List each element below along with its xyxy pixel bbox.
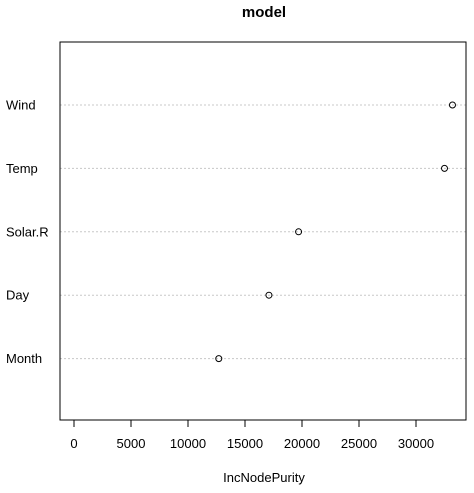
chart-title: model xyxy=(242,4,286,21)
category-label-month: Month xyxy=(6,351,42,366)
category-label-day: Day xyxy=(6,288,30,303)
data-point-solar-r xyxy=(295,228,303,236)
x-tick-label-15000: 15000 xyxy=(227,436,263,451)
x-tick-label-30000: 30000 xyxy=(398,436,434,451)
x-tick-label-10000: 10000 xyxy=(170,436,206,451)
data-point-wind xyxy=(448,101,456,109)
data-point-month xyxy=(215,355,223,363)
x-axis-label: IncNodePurity xyxy=(223,470,305,485)
plot-area xyxy=(59,41,467,421)
x-tick-label-20000: 20000 xyxy=(284,436,320,451)
data-point-temp xyxy=(441,164,448,172)
x-tick-label-25000: 25000 xyxy=(341,436,377,451)
category-label-wind: Wind xyxy=(6,98,36,113)
x-tick-label-5000: 5000 xyxy=(117,436,146,451)
x-tick-label-0: 0 xyxy=(70,436,77,451)
x-axis: 0 5000 10000 15000 20000 25000 30000 xyxy=(70,419,434,451)
data-point-day xyxy=(265,291,273,299)
category-label-solar-r: Solar.R xyxy=(6,224,49,239)
category-label-temp: Temp xyxy=(6,161,38,176)
